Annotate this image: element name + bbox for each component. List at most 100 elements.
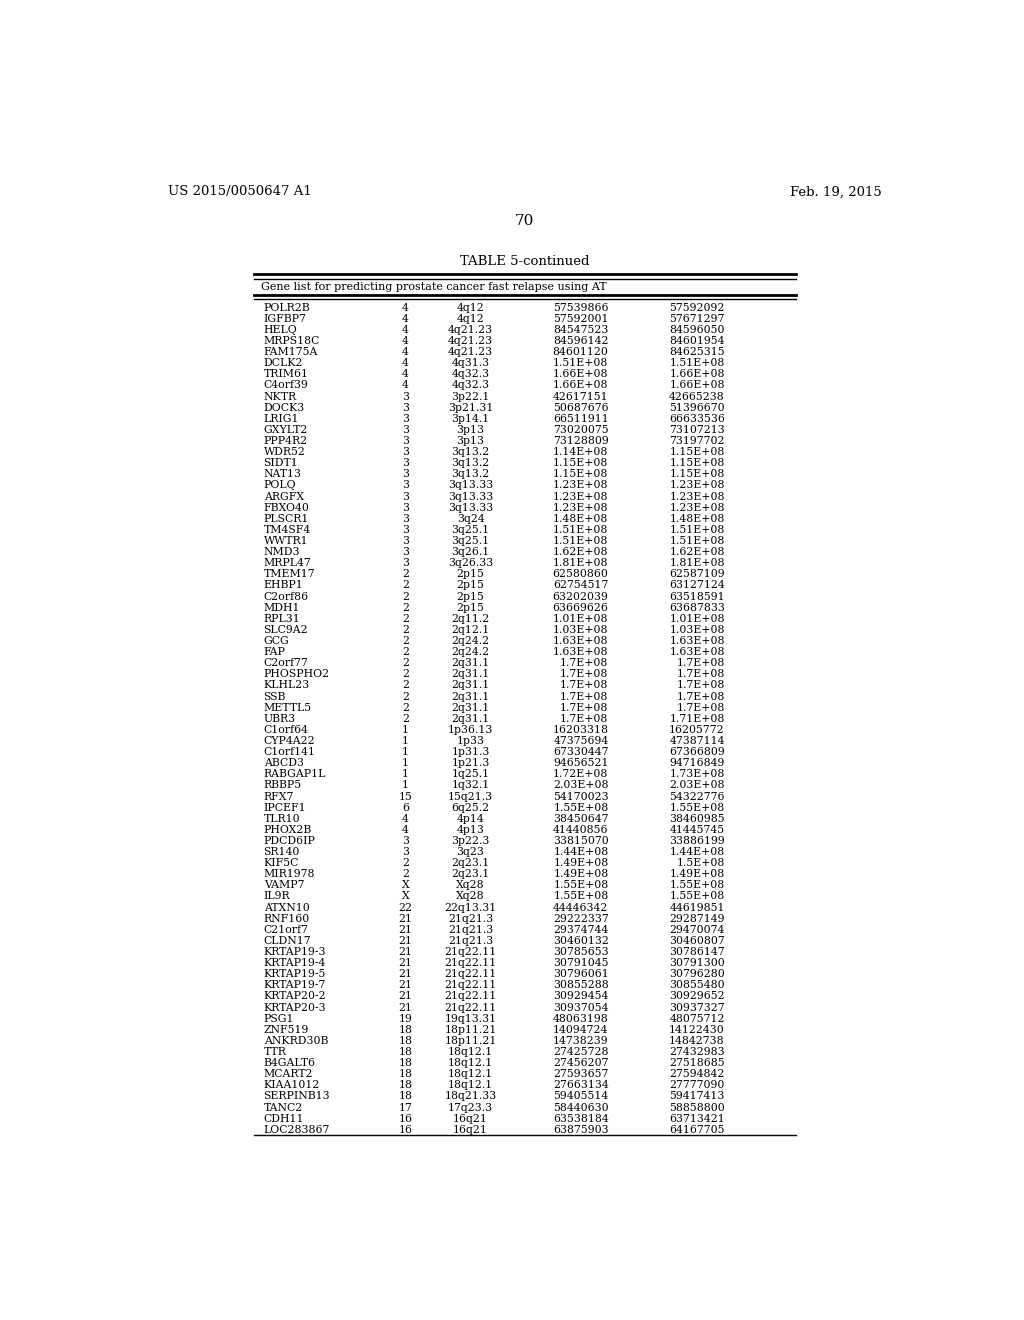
Text: 4: 4 (402, 325, 409, 335)
Text: 73197702: 73197702 (670, 436, 725, 446)
Text: 1.55E+08: 1.55E+08 (553, 891, 608, 902)
Text: 4q21.23: 4q21.23 (447, 337, 494, 346)
Text: 84547523: 84547523 (553, 325, 608, 335)
Text: 3: 3 (402, 836, 409, 846)
Text: 16: 16 (398, 1114, 413, 1123)
Text: 1.7E+08: 1.7E+08 (560, 702, 608, 713)
Text: 4: 4 (402, 314, 409, 323)
Text: 2: 2 (402, 591, 409, 602)
Text: 3: 3 (402, 525, 409, 535)
Text: 21: 21 (398, 969, 413, 979)
Text: 63518591: 63518591 (669, 591, 725, 602)
Text: 3: 3 (402, 470, 409, 479)
Text: 4q21.23: 4q21.23 (447, 347, 494, 358)
Text: KRTAP19-3: KRTAP19-3 (263, 946, 326, 957)
Text: PHOSPHO2: PHOSPHO2 (263, 669, 330, 680)
Text: 2: 2 (402, 659, 409, 668)
Text: 16q21: 16q21 (453, 1125, 488, 1135)
Text: 2q31.1: 2q31.1 (452, 714, 489, 723)
Text: 21: 21 (398, 946, 413, 957)
Text: 29374744: 29374744 (553, 925, 608, 935)
Text: 30785653: 30785653 (553, 946, 608, 957)
Text: 3: 3 (402, 436, 409, 446)
Text: 48063198: 48063198 (553, 1014, 608, 1024)
Text: 21: 21 (398, 925, 413, 935)
Text: 3p13: 3p13 (457, 436, 484, 446)
Text: 21: 21 (398, 936, 413, 946)
Text: 1.23E+08: 1.23E+08 (670, 480, 725, 491)
Text: IGFBP7: IGFBP7 (263, 314, 306, 323)
Text: 2: 2 (402, 636, 409, 645)
Text: 18: 18 (398, 1024, 413, 1035)
Text: 1.15E+08: 1.15E+08 (670, 470, 725, 479)
Text: 1p21.3: 1p21.3 (452, 758, 489, 768)
Text: 1.71E+08: 1.71E+08 (670, 714, 725, 723)
Text: 19: 19 (398, 1014, 413, 1024)
Text: 94716849: 94716849 (670, 758, 725, 768)
Text: MRPL47: MRPL47 (263, 558, 311, 568)
Text: 3: 3 (402, 546, 409, 557)
Text: C1orf64: C1orf64 (263, 725, 308, 735)
Text: 1.23E+08: 1.23E+08 (553, 503, 608, 512)
Text: 1: 1 (402, 770, 409, 779)
Text: 41440856: 41440856 (553, 825, 608, 834)
Text: 1.63E+08: 1.63E+08 (553, 636, 608, 645)
Text: KIF5C: KIF5C (263, 858, 299, 869)
Text: 4: 4 (402, 825, 409, 834)
Text: X: X (401, 880, 410, 891)
Text: 2: 2 (402, 647, 409, 657)
Text: 18q12.1: 18q12.1 (447, 1047, 494, 1057)
Text: 3p21.31: 3p21.31 (447, 403, 494, 413)
Text: C1orf141: C1orf141 (263, 747, 315, 758)
Text: 4q31.3: 4q31.3 (452, 358, 489, 368)
Text: 2p15: 2p15 (457, 581, 484, 590)
Text: 1.7E+08: 1.7E+08 (560, 669, 608, 680)
Text: 50687676: 50687676 (553, 403, 608, 413)
Text: 67330447: 67330447 (553, 747, 608, 758)
Text: 21q21.3: 21q21.3 (447, 913, 494, 924)
Text: 1.44E+08: 1.44E+08 (670, 847, 725, 857)
Text: 44446342: 44446342 (553, 903, 608, 912)
Text: 1.23E+08: 1.23E+08 (670, 503, 725, 512)
Text: 70: 70 (515, 214, 535, 228)
Text: 3q13.2: 3q13.2 (452, 447, 489, 457)
Text: ZNF519: ZNF519 (263, 1024, 309, 1035)
Text: KRTAP20-2: KRTAP20-2 (263, 991, 327, 1002)
Text: 18p11.21: 18p11.21 (444, 1036, 497, 1045)
Text: 3: 3 (402, 413, 409, 424)
Text: 44619851: 44619851 (670, 903, 725, 912)
Text: 1.03E+08: 1.03E+08 (670, 624, 725, 635)
Text: 2: 2 (402, 669, 409, 680)
Text: 18: 18 (398, 1092, 413, 1101)
Text: 1q32.1: 1q32.1 (452, 780, 489, 791)
Text: 3q26.1: 3q26.1 (452, 546, 489, 557)
Text: 2: 2 (402, 614, 409, 624)
Text: 2p15: 2p15 (457, 569, 484, 579)
Text: NAT13: NAT13 (263, 470, 302, 479)
Text: 17: 17 (398, 1102, 413, 1113)
Text: 15: 15 (398, 792, 413, 801)
Text: C2orf77: C2orf77 (263, 659, 308, 668)
Text: 2: 2 (402, 569, 409, 579)
Text: 27777090: 27777090 (670, 1080, 725, 1090)
Text: 38460985: 38460985 (669, 813, 725, 824)
Text: 51396670: 51396670 (669, 403, 725, 413)
Text: 16: 16 (398, 1125, 413, 1135)
Text: 6q25.2: 6q25.2 (452, 803, 489, 813)
Text: 18: 18 (398, 1069, 413, 1080)
Text: WWTR1: WWTR1 (263, 536, 308, 546)
Text: 1.66E+08: 1.66E+08 (553, 380, 608, 391)
Text: TANC2: TANC2 (263, 1102, 303, 1113)
Text: 21q22.11: 21q22.11 (444, 946, 497, 957)
Text: 2q31.1: 2q31.1 (452, 702, 489, 713)
Text: 2q31.1: 2q31.1 (452, 680, 489, 690)
Text: HELQ: HELQ (263, 325, 297, 335)
Text: 3q23: 3q23 (457, 847, 484, 857)
Text: 2q23.1: 2q23.1 (452, 858, 489, 869)
Text: 4q12: 4q12 (457, 302, 484, 313)
Text: 3p22.3: 3p22.3 (452, 836, 489, 846)
Text: 3q13.33: 3q13.33 (447, 503, 494, 512)
Text: 18q12.1: 18q12.1 (447, 1059, 494, 1068)
Text: 21q22.11: 21q22.11 (444, 981, 497, 990)
Text: 1: 1 (402, 758, 409, 768)
